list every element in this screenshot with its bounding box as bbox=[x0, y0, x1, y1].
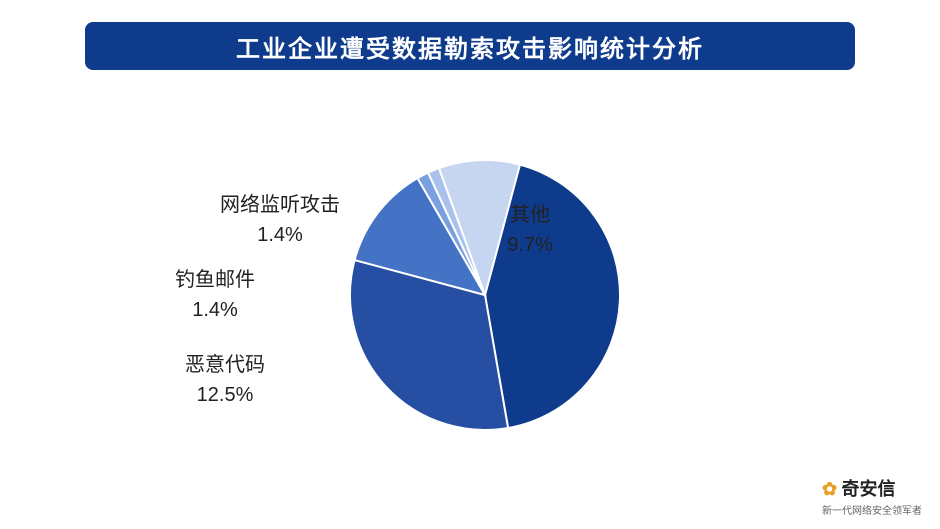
pie-svg bbox=[350, 160, 620, 430]
slice-label: 其他9.7% bbox=[507, 200, 553, 260]
slice-label: 网络监听攻击1.4% bbox=[220, 190, 340, 250]
title-bar: 工业企业遭受数据勒索攻击影响统计分析 bbox=[85, 22, 855, 70]
chart-title: 工业企业遭受数据勒索攻击影响统计分析 bbox=[236, 29, 704, 64]
slice-label: 木马攻击31.9% bbox=[400, 425, 480, 485]
pie-chart: 漏洞利用43.1%木马攻击31.9%恶意代码12.5%钓鱼邮件1.4%网络监听攻… bbox=[0, 100, 940, 480]
brand-icon: ✿ bbox=[822, 479, 837, 499]
slice-label: 钓鱼邮件1.4% bbox=[175, 265, 255, 325]
brand-logo: ✿ 奇安信 新一代网络安全领军者 bbox=[822, 475, 922, 519]
brand-tagline: 新一代网络安全领军者 bbox=[822, 506, 922, 517]
brand-name: 奇安信 bbox=[842, 479, 896, 499]
slice-label: 恶意代码12.5% bbox=[185, 350, 265, 410]
slice-label: 漏洞利用43.1% bbox=[675, 330, 755, 390]
